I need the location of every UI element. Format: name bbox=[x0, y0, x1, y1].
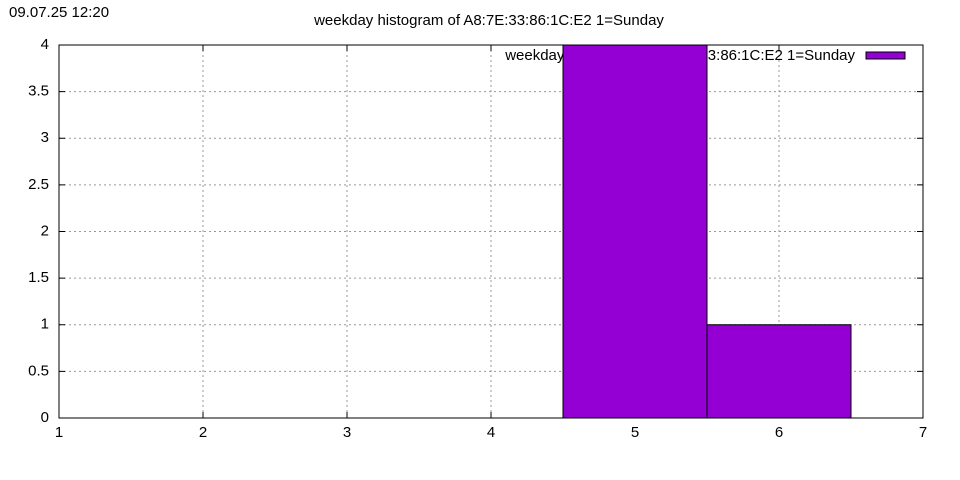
y-tick-label: 1 bbox=[41, 316, 49, 333]
plot-border bbox=[58, 44, 924, 419]
legend-swatch bbox=[865, 51, 906, 60]
y-tick-label: 0.5 bbox=[28, 362, 49, 379]
y-tick-label: 2 bbox=[41, 222, 49, 239]
y-tick-label: 3.5 bbox=[28, 83, 49, 100]
chart-title: weekday histogram of A8:7E:33:86:1C:E2 1… bbox=[313, 12, 664, 29]
bar bbox=[706, 324, 852, 419]
y-tick-label: 2.5 bbox=[28, 176, 49, 193]
x-tick-label: 3 bbox=[343, 424, 351, 441]
y-tick-label: 0 bbox=[41, 409, 49, 426]
bar bbox=[562, 44, 708, 419]
y-tick-label: 4 bbox=[41, 36, 49, 53]
x-tick-label: 4 bbox=[487, 424, 495, 441]
x-tick-label: 5 bbox=[631, 424, 639, 441]
y-tick-label: 1.5 bbox=[28, 269, 49, 286]
timestamp: 09.07.25 12:20 bbox=[9, 4, 109, 21]
x-tick-label: 6 bbox=[775, 424, 783, 441]
x-tick-label: 1 bbox=[55, 424, 63, 441]
x-tick-label: 2 bbox=[199, 424, 207, 441]
y-tick-label: 3 bbox=[41, 129, 49, 146]
x-tick-label: 7 bbox=[919, 424, 927, 441]
